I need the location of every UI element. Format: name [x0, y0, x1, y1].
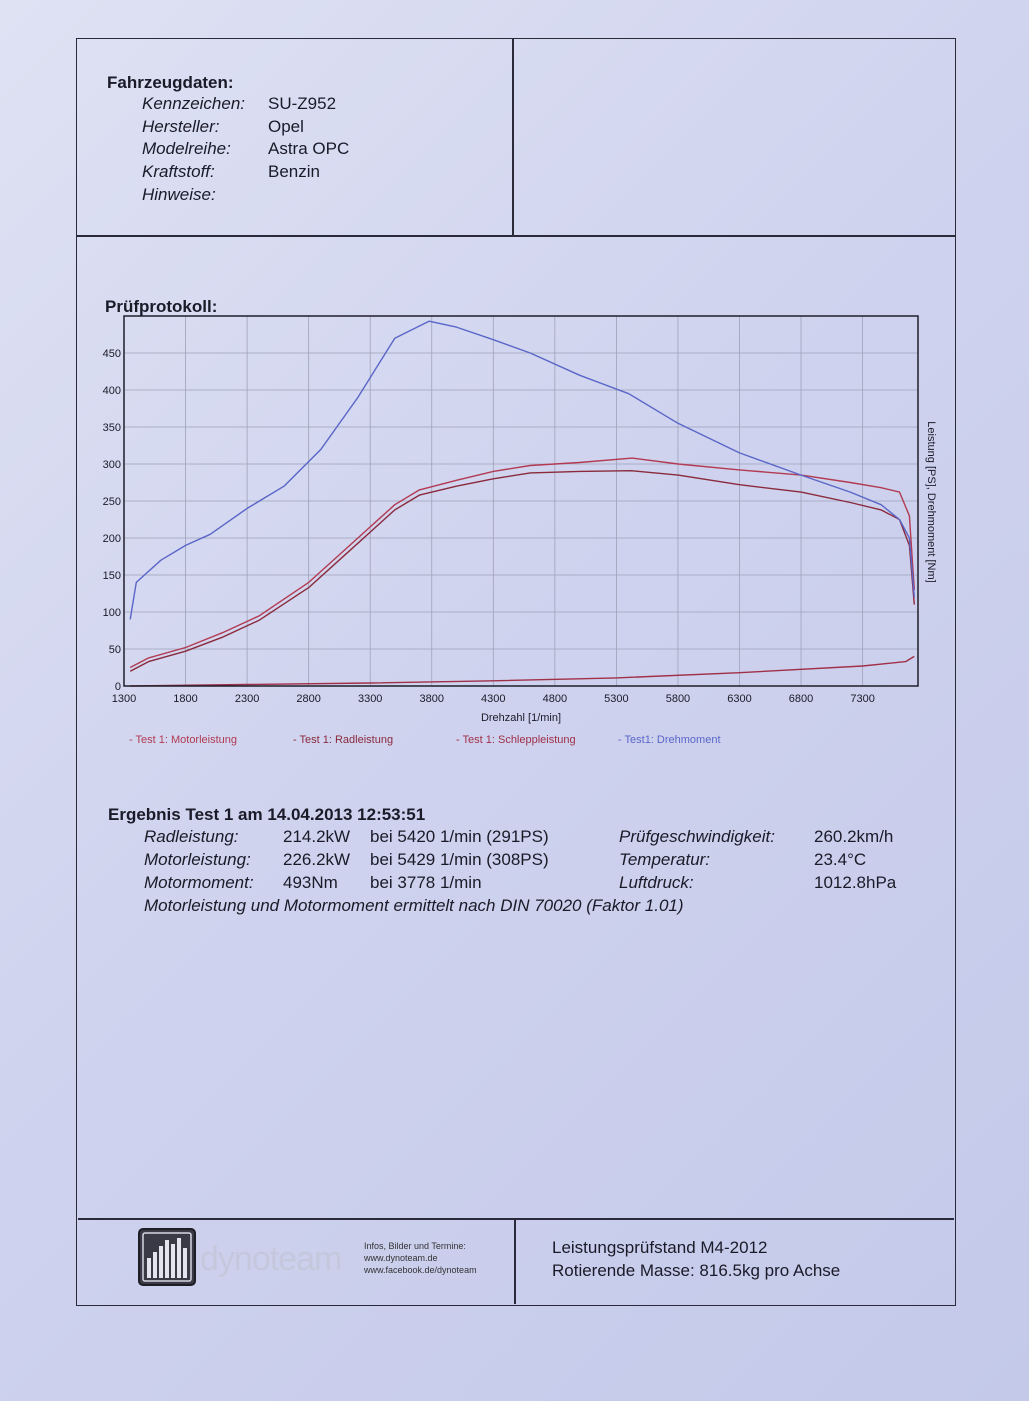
legend-schleppleistung: - Test 1: Schleppleistung	[456, 734, 576, 746]
result-value-motor: 226.2kW	[283, 850, 351, 869]
result-value-pressure: 1012.8hPa	[814, 873, 897, 892]
result-value-torque: 493Nm	[283, 873, 338, 892]
footer-info: Infos, Bilder und Termine: www.dynoteam.…	[364, 1240, 477, 1276]
legend-radleistung: - Test 1: Radleistung	[293, 734, 394, 746]
footer-info-facebook[interactable]: www.facebook.de/dynoteam	[364, 1265, 477, 1275]
result-label-temp: Temperatur:	[619, 850, 711, 869]
x-tick-label: 7300	[850, 693, 874, 705]
protocol-heading: Prüfprotokoll:	[105, 297, 218, 316]
x-tick-label: 4300	[481, 693, 505, 705]
y-tick-label: 150	[103, 570, 121, 582]
y-tick-label: 350	[103, 422, 121, 434]
result-value-temp: 23.4°C	[814, 850, 867, 869]
y-tick-label: 200	[103, 533, 121, 545]
x-tick-label: 3800	[420, 693, 444, 705]
result-label-torque: Motormoment:	[144, 873, 254, 892]
chart-series	[129, 320, 915, 687]
report-frame	[76, 38, 956, 1306]
result-label-pressure: Luftdruck:	[619, 873, 694, 892]
vehicle-value-model: Astra OPC	[268, 139, 350, 158]
rotating-mass: Rotierende Masse: 816.5kg pro Achse	[552, 1261, 841, 1280]
dynoteam-logo-icon	[138, 1228, 196, 1286]
vehicle-value-plate: SU-Z952	[268, 94, 337, 113]
y-tick-label: 450	[103, 348, 121, 360]
result-label-speed: Prüfgeschwindigkeit:	[619, 827, 775, 846]
result-value-speed: 260.2km/h	[814, 827, 894, 846]
x-tick-label: 6300	[727, 693, 751, 705]
header-divider	[512, 38, 514, 236]
series-drehmoment	[129, 320, 915, 620]
vehicle-label-fuel: Kraftstoff:	[142, 162, 215, 181]
footer-divider	[514, 1218, 516, 1304]
x-tick-label: 1800	[173, 693, 197, 705]
x-tick-label: 6800	[789, 693, 813, 705]
y-axis-label: Leistung [PS], Drehmoment [Nm]	[925, 421, 937, 582]
x-axis-label: Drehzahl [1/min]	[481, 712, 561, 724]
result-note: Motorleistung und Motormoment ermittelt …	[144, 896, 684, 915]
result-detail-rad: bei 5420 1/min (291PS)	[370, 827, 549, 846]
y-tick-label: 400	[103, 385, 121, 397]
result-heading: Ergebnis Test 1 am 14.04.2013 12:53:51	[108, 805, 426, 824]
y-tick-label: 250	[103, 496, 121, 508]
x-tick-label: 1300	[112, 693, 136, 705]
vehicle-value-fuel: Benzin	[268, 162, 320, 181]
vehicle-label-notes: Hinweise:	[142, 185, 216, 204]
test-stand-name: Leistungsprüfstand M4-2012	[552, 1238, 768, 1257]
dyno-chart: 1300 1800 2300 2800 3300 3800 4300 4800 5300 5800…	[103, 315, 937, 724]
legend-motorleistung: - Test 1: Motorleistung	[129, 734, 238, 746]
x-tick-label: 5800	[666, 693, 690, 705]
y-tick-label: 300	[103, 459, 121, 471]
vehicle-label-plate: Kennzeichen:	[142, 94, 246, 113]
result-label-motor: Motorleistung:	[144, 850, 251, 869]
x-tick-label: 4800	[543, 693, 567, 705]
series-motorleistung	[129, 457, 915, 669]
series-schleppleistung	[130, 655, 915, 687]
result-detail-torque: bei 3778 1/min	[370, 873, 482, 892]
x-tick-label: 5300	[604, 693, 628, 705]
chart-grid	[123, 316, 918, 687]
footer-info-website[interactable]: www.dynoteam.de	[364, 1253, 438, 1263]
plot-border	[123, 315, 919, 687]
y-tick-label: 100	[103, 607, 121, 619]
vehicle-heading: Fahrzeugdaten:	[107, 73, 234, 92]
vehicle-value-maker: Opel	[268, 117, 304, 136]
result-label-rad: Radleistung:	[144, 827, 239, 846]
footer-info-line: Infos, Bilder und Termine:	[364, 1241, 466, 1251]
legend-drehmoment: - Test1: Drehmoment	[618, 734, 721, 746]
x-tick-label: 2800	[296, 693, 320, 705]
footer-top-rule	[78, 1218, 954, 1220]
vehicle-label-model: Modelreihe:	[142, 139, 231, 158]
header-bottom-rule	[76, 235, 956, 237]
test-stand-info: Leistungsprüfstand M4-2012 Rotierende Ma…	[552, 1236, 840, 1282]
x-tick-label: 2300	[235, 693, 259, 705]
vehicle-label-maker: Hersteller:	[142, 117, 220, 136]
y-tick-label: 0	[115, 681, 121, 693]
series-radleistung	[129, 470, 915, 672]
dynoteam-brand: dynoteam	[200, 1240, 342, 1278]
result-detail-motor: bei 5429 1/min (308PS)	[370, 850, 549, 869]
chart-ticks: 1300 1800 2300 2800 3300 3800 4300 4800 5300 5800…	[103, 348, 875, 705]
x-tick-label: 3300	[358, 693, 382, 705]
result-value-rad: 214.2kW	[283, 827, 351, 846]
y-tick-label: 50	[109, 644, 121, 656]
